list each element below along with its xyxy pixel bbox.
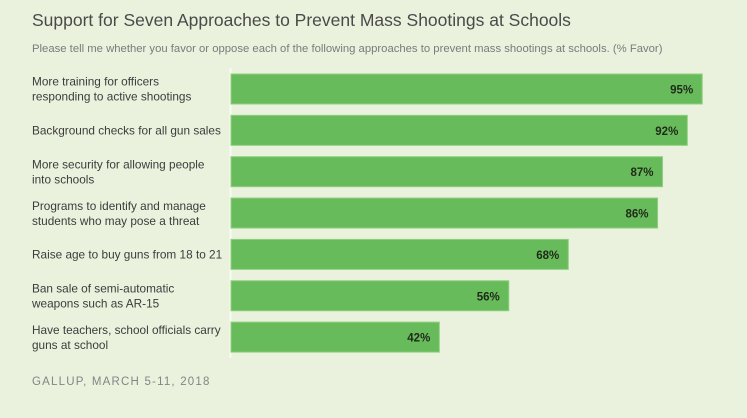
category-label-line: Background checks for all gun sales <box>32 124 221 138</box>
category-label-1: Background checks for all gun sales <box>32 124 221 138</box>
value-label-3: 86% <box>626 209 649 221</box>
value-label-1: 92% <box>655 126 678 138</box>
value-label-2: 87% <box>630 167 653 179</box>
category-label-2: More security for allowing people into sc… <box>32 157 205 186</box>
bar-3 <box>230 197 659 229</box>
value-label-6: 42% <box>407 333 430 345</box>
category-label-line: into schools <box>32 172 94 186</box>
source-note: GALLUP, MARCH 5-11, 2018 <box>32 376 211 388</box>
bar-2 <box>230 156 664 188</box>
value-labels-group: 95% 92% 87% 86% 68% 56% 42% <box>407 85 693 345</box>
category-label-0: More training for officers responding to … <box>32 75 191 104</box>
category-label-line: Ban sale of semi-automatic <box>32 281 174 295</box>
category-label-4: Raise age to buy guns from 18 to 21 <box>32 248 222 262</box>
category-labels-group: More training for officers responding to … <box>31 75 222 352</box>
category-label-line: students who may pose a threat <box>32 214 200 228</box>
bar-5 <box>230 280 510 312</box>
bar-6 <box>230 321 440 353</box>
category-label-5: Ban sale of semi-automatic weapons such a… <box>31 281 174 310</box>
category-label-line: More security for allowing people <box>32 157 205 171</box>
bar-4 <box>230 238 569 270</box>
bars-group <box>230 73 703 353</box>
category-label-line: responding to active shootings <box>32 90 191 104</box>
category-label-line: Raise age to buy guns from 18 to 21 <box>32 248 222 262</box>
category-label-3: Programs to identify and manage students … <box>32 199 206 228</box>
category-label-line: Programs to identify and manage <box>32 199 206 213</box>
value-label-0: 95% <box>670 85 693 97</box>
category-label-line: More training for officers <box>32 75 159 89</box>
category-label-line: weapons such as AR-15 <box>31 296 160 310</box>
bar-1 <box>230 114 688 146</box>
value-label-5: 56% <box>477 291 500 303</box>
category-label-6: Have teachers, school officials carry gun… <box>32 323 221 352</box>
value-label-4: 68% <box>536 250 559 262</box>
bar-0 <box>230 73 703 105</box>
chart-subtitle: Please tell me whether you favor or oppo… <box>32 43 663 55</box>
category-label-line: Have teachers, school officials carry <box>32 323 221 337</box>
chart-title: Support for Seven Approaches to Prevent … <box>32 10 571 30</box>
category-label-line: guns at school <box>32 338 108 352</box>
